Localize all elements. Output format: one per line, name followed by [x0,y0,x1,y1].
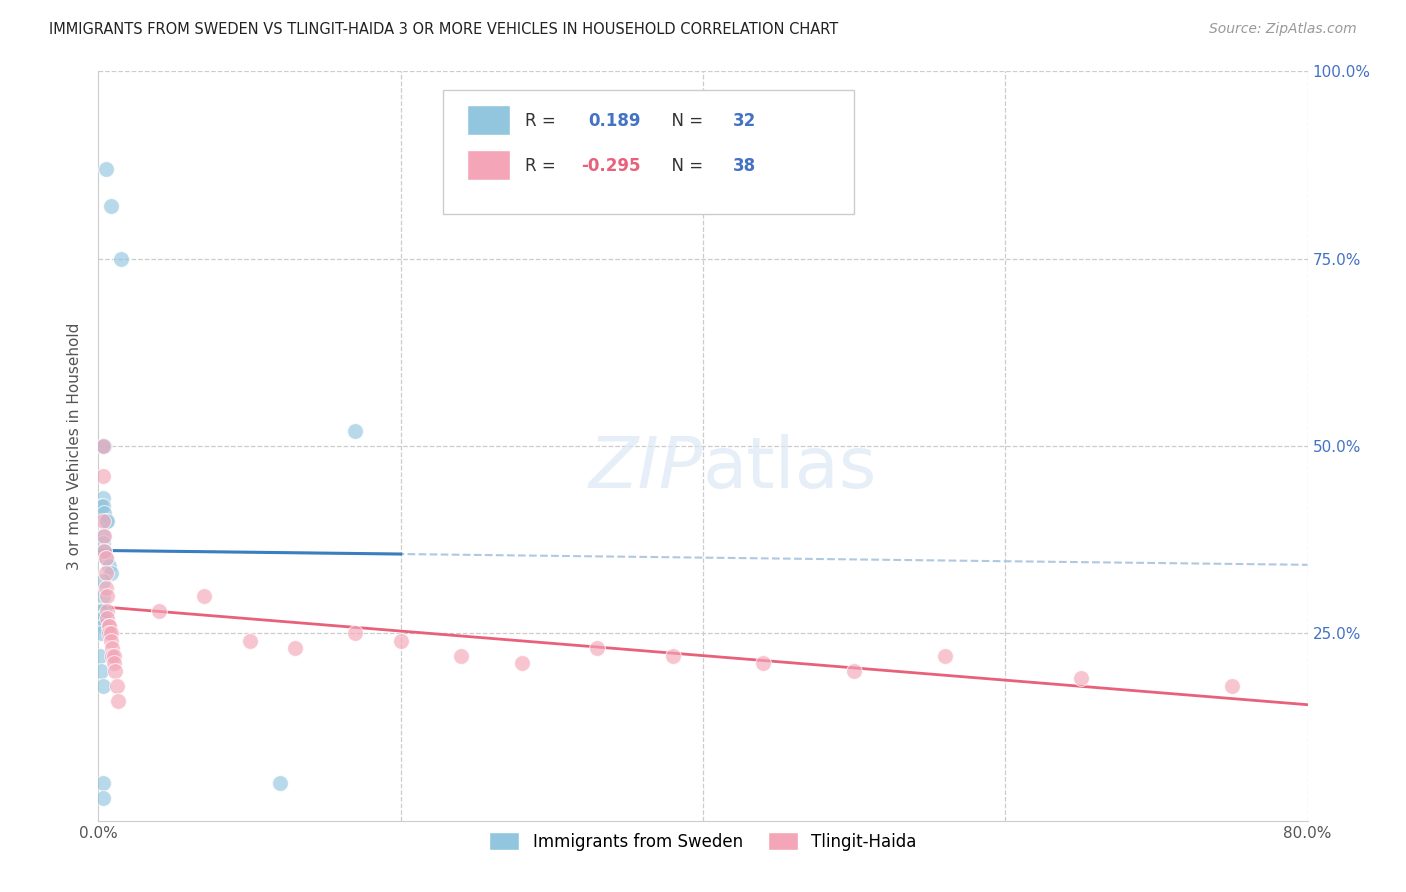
Point [91,679,114,693]
Point [90,499,112,513]
Text: ZIP: ZIP [589,434,703,503]
Point [91,574,114,588]
Point [103,657,125,671]
Point [93,604,115,618]
Point [96,611,118,625]
Point [93,544,115,558]
Point [91,589,114,603]
Point [193,589,215,603]
Point [90,626,112,640]
Point [752,657,775,671]
Point [101,648,124,663]
Point [94,551,117,566]
Point [94,566,117,581]
Text: 38: 38 [734,157,756,175]
Point [94,514,117,528]
Point [91,529,114,543]
Point [450,648,472,663]
Text: atlas: atlas [703,434,877,503]
Point [91,491,114,506]
Point [844,664,866,678]
Text: R =: R = [526,157,561,175]
Point [91,619,114,633]
Text: R =: R = [526,112,567,130]
Point [344,626,367,640]
Point [284,641,307,656]
Point [934,648,956,663]
Point [94,551,117,566]
Point [91,611,114,625]
Point [100,626,122,640]
Point [93,529,115,543]
Point [510,657,533,671]
Text: N =: N = [661,157,709,175]
Point [91,439,114,453]
Point [100,633,122,648]
Point [98,626,121,640]
Point [96,589,118,603]
Point [91,776,114,790]
Point [90,611,112,625]
Point [389,633,412,648]
Point [96,514,118,528]
Point [91,791,114,805]
Point [107,694,129,708]
Point [91,499,114,513]
Point [1220,679,1243,693]
FancyBboxPatch shape [467,105,509,135]
Point [586,641,609,656]
FancyBboxPatch shape [467,150,509,180]
Point [94,582,117,596]
Point [103,648,125,663]
Point [93,544,115,558]
Point [91,439,114,453]
Point [89,648,111,663]
Legend: Immigrants from Sweden, Tlingit-Haida: Immigrants from Sweden, Tlingit-Haida [482,826,924,857]
Point [100,566,122,581]
Point [93,439,115,453]
Text: IMMIGRANTS FROM SWEDEN VS TLINGIT-HAIDA 3 OR MORE VEHICLES IN HOUSEHOLD CORRELAT: IMMIGRANTS FROM SWEDEN VS TLINGIT-HAIDA … [49,22,838,37]
Point [104,664,127,678]
Text: Source: ZipAtlas.com: Source: ZipAtlas.com [1209,22,1357,37]
Point [105,679,128,693]
Y-axis label: 3 or more Vehicles in Household: 3 or more Vehicles in Household [67,322,83,570]
Text: 0.189: 0.189 [588,112,641,130]
Point [661,648,683,663]
Point [96,604,118,618]
Point [91,536,114,550]
Point [148,604,170,618]
Point [101,641,124,656]
Point [90,664,112,678]
Point [100,199,122,213]
Point [90,604,112,618]
Point [91,469,114,483]
Point [98,619,121,633]
Point [93,507,115,521]
Point [94,161,117,176]
Point [91,514,114,528]
FancyBboxPatch shape [443,90,855,214]
Text: N =: N = [661,112,709,130]
Point [98,558,121,573]
Point [269,776,291,790]
Text: -0.295: -0.295 [581,157,640,175]
Point [98,619,121,633]
Point [110,252,132,266]
Point [344,424,367,438]
Point [239,633,262,648]
Point [1070,671,1092,685]
Text: 32: 32 [734,112,756,130]
